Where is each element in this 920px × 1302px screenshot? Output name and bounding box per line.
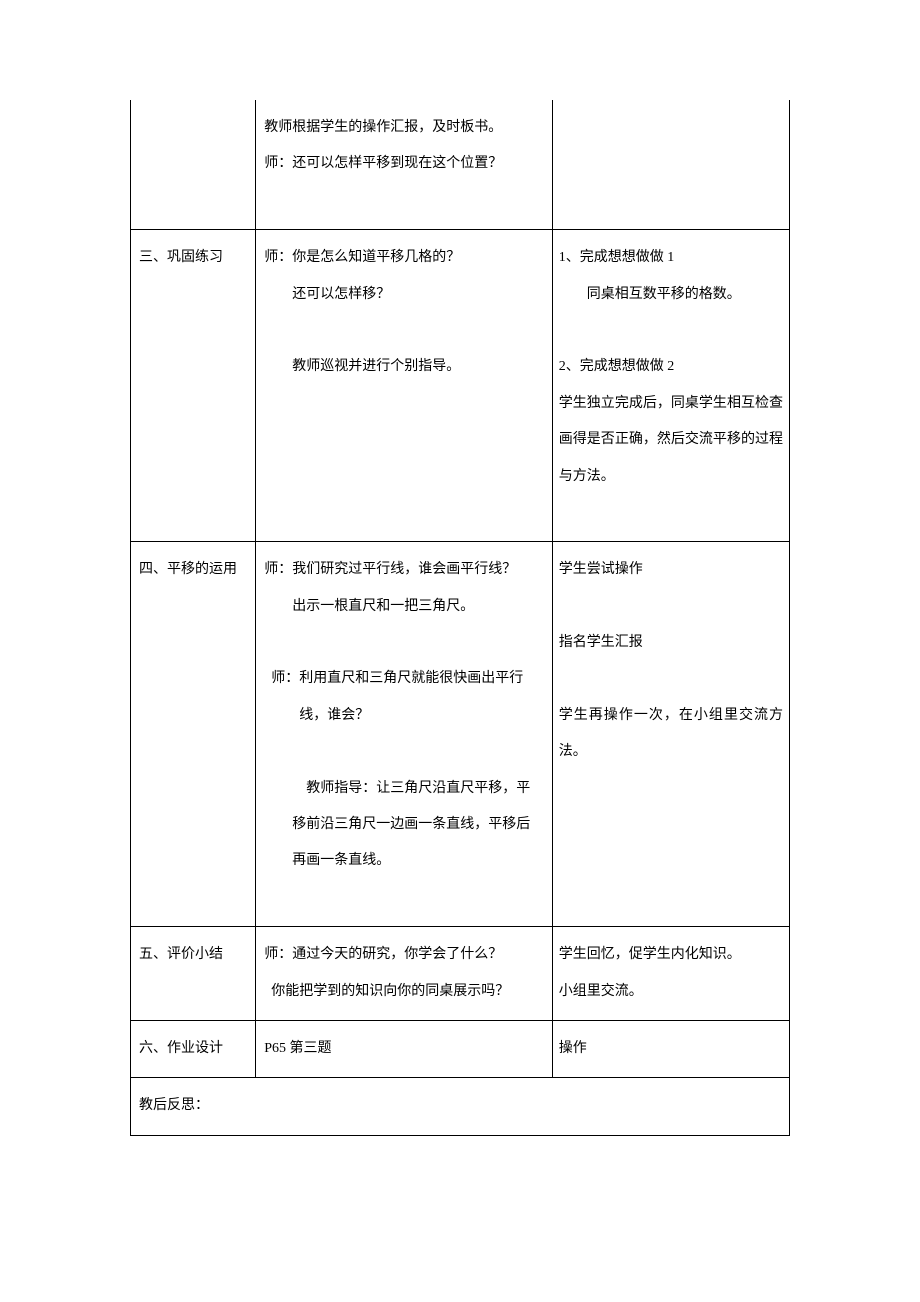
text-line: 2、完成想想做做 2 — [559, 349, 783, 385]
text-line — [264, 386, 544, 422]
cell-student: 1、完成想想做做 1 同桌相互数平移的格数。 2、完成想想做做 2 学生独立完成… — [552, 230, 789, 542]
table-row: 教后反思： — [131, 1078, 790, 1135]
cell-student: 操作 — [552, 1020, 789, 1077]
cell-teacher: 师：我们研究过平行线，谁会画平行线？ 出示一根直尺和一把三角尺。 师：利用直尺和… — [256, 542, 553, 927]
cell-section: 五、评价小结 — [131, 927, 256, 1021]
cell-teacher: P65 第三题 — [256, 1020, 553, 1077]
table-row: 三、巩固练习 师：你是怎么知道平移几格的？ 还可以怎样移？ 教师巡视并进行个别指… — [131, 230, 790, 542]
cell-student: 学生回忆，促学生内化知识。 小组里交流。 — [552, 927, 789, 1021]
text-line: 学生回忆，促学生内化知识。 — [559, 937, 783, 973]
cell-teacher: 师：通过今天的研究，你学会了什么？ 你能把学到的知识向你的同桌展示吗？ — [256, 927, 553, 1021]
text-line — [559, 661, 783, 697]
text-line: 教师根据学生的操作汇报，及时板书。 — [264, 110, 544, 146]
text-line: 学生尝试操作 — [559, 552, 783, 588]
text-line: 师：利用直尺和三角尺就能很快画出平行线，谁会？ — [264, 661, 544, 734]
text-line: 师：我们研究过平行线，谁会画平行线？ — [264, 552, 544, 588]
table-row: 五、评价小结 师：通过今天的研究，你学会了什么？ 你能把学到的知识向你的同桌展示… — [131, 927, 790, 1021]
reflection-label: 教后反思： — [139, 1088, 781, 1124]
text-line: 同桌相互数平移的格数。 — [559, 277, 783, 313]
cell-section: 三、巩固练习 — [131, 230, 256, 542]
text-line — [264, 495, 544, 531]
text-line — [264, 422, 544, 458]
cell-teacher: 教师根据学生的操作汇报，及时板书。 师：还可以怎样平移到现在这个位置？ — [256, 100, 553, 230]
text-line — [264, 880, 544, 916]
cell-student — [552, 100, 789, 230]
text-line: 指名学生汇报 — [559, 625, 783, 661]
text-line: 学生独立完成后，同桌学生相互检查画得是否正确，然后交流平移的过程与方法。 — [559, 386, 783, 495]
text-line: 学生再操作一次，在小组里交流方法。 — [559, 698, 783, 771]
text-line: 师：你是怎么知道平移几格的？ — [264, 240, 544, 276]
cell-section — [131, 100, 256, 230]
text-line: 还可以怎样移？ — [264, 277, 544, 313]
text-line: 师：还可以怎样平移到现在这个位置？ — [264, 146, 544, 182]
text-line — [264, 183, 544, 219]
text-line — [559, 589, 783, 625]
text-line — [264, 313, 544, 349]
table-row: 四、平移的运用 师：我们研究过平行线，谁会画平行线？ 出示一根直尺和一把三角尺。… — [131, 542, 790, 927]
cell-teacher: 师：你是怎么知道平移几格的？ 还可以怎样移？ 教师巡视并进行个别指导。 — [256, 230, 553, 542]
text-line: 教师指导：让三角尺沿直尺平移，平移前沿三角尺一边画一条直线，平移后再画一条直线。 — [264, 771, 544, 880]
text-line — [264, 459, 544, 495]
cell-student: 学生尝试操作 指名学生汇报 学生再操作一次，在小组里交流方法。 — [552, 542, 789, 927]
text-line: 你能把学到的知识向你的同桌展示吗？ — [264, 974, 544, 1010]
text-line: 小组里交流。 — [559, 974, 783, 1010]
text-line — [264, 734, 544, 770]
table-row: 六、作业设计 P65 第三题 操作 — [131, 1020, 790, 1077]
text-line — [264, 625, 544, 661]
text-line: 出示一根直尺和一把三角尺。 — [264, 589, 544, 625]
text-line: 师：通过今天的研究，你学会了什么？ — [264, 937, 544, 973]
lesson-plan-table: 教师根据学生的操作汇报，及时板书。 师：还可以怎样平移到现在这个位置？ 三、巩固… — [130, 100, 790, 1136]
table-row: 教师根据学生的操作汇报，及时板书。 师：还可以怎样平移到现在这个位置？ — [131, 100, 790, 230]
cell-section: 六、作业设计 — [131, 1020, 256, 1077]
text-line: 1、完成想想做做 1 — [559, 240, 783, 276]
text-line — [559, 313, 783, 349]
cell-section: 四、平移的运用 — [131, 542, 256, 927]
text-line: 教师巡视并进行个别指导。 — [264, 349, 544, 385]
cell-reflection: 教后反思： — [131, 1078, 790, 1135]
